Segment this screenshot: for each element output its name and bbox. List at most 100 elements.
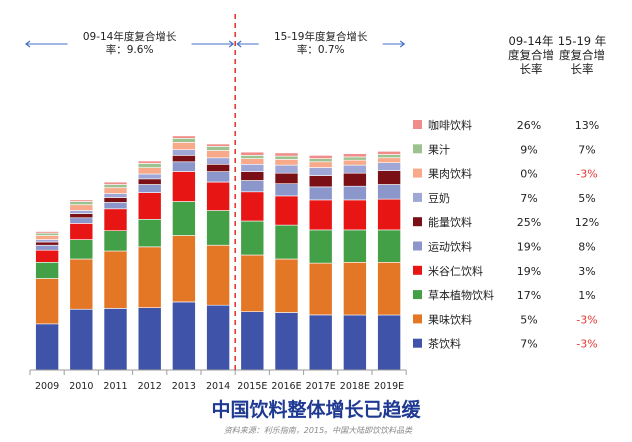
x-axis: 2009 2010 2011 2012 2013 2014 2015E 2016E 2017E 2… xyxy=(29,369,407,392)
bar-segment xyxy=(308,229,333,264)
cagr-0914-value: 25% xyxy=(517,216,541,229)
bar-segment xyxy=(343,153,367,158)
legend-swatch xyxy=(413,120,422,129)
bar-segment xyxy=(206,210,230,246)
bar-segment xyxy=(206,157,230,165)
bar-segment xyxy=(172,138,196,143)
bar-segment xyxy=(240,151,265,156)
bar-segment xyxy=(103,184,128,189)
bar-segment xyxy=(240,171,265,181)
bar-segment xyxy=(137,178,162,185)
bar-segment xyxy=(69,239,94,260)
table-header: 长率 xyxy=(571,62,594,76)
bar-segment xyxy=(343,199,367,231)
legend-label: 果肉饮料 xyxy=(428,167,472,181)
x-tick-label: 2015E xyxy=(237,381,267,392)
cagr-1519-value: 7% xyxy=(578,143,595,156)
bar-segment xyxy=(35,239,59,243)
cagr-0914-value: 19% xyxy=(517,241,541,254)
bar-segment xyxy=(377,184,401,200)
cagr-0914-value: 5% xyxy=(520,313,537,326)
bar-segment xyxy=(206,304,230,371)
cagr-1519-value: 1% xyxy=(578,289,595,302)
cagr-1519-value: -3% xyxy=(576,313,597,326)
legend-label: 米谷仁饮料 xyxy=(428,264,483,278)
cagr-1519-value: 3% xyxy=(578,265,595,278)
legend-swatch xyxy=(413,241,422,251)
bar-segment xyxy=(137,163,162,168)
cagr-0914-value: 7% xyxy=(520,338,537,351)
bar-segment xyxy=(274,164,299,174)
bar-segment xyxy=(308,167,333,176)
bar-segment xyxy=(274,224,299,260)
x-tick-label: 2014 xyxy=(206,381,230,392)
bar-segment xyxy=(274,195,299,226)
x-tick-label: 2010 xyxy=(69,381,93,392)
legend-label: 咖啡饮料 xyxy=(428,118,472,132)
bar-segment xyxy=(206,146,230,151)
bar-segment xyxy=(308,199,333,231)
bar-segment xyxy=(172,155,196,163)
bar-segment xyxy=(35,261,59,279)
bar-segment xyxy=(308,175,333,188)
bar-segment xyxy=(343,172,367,187)
bar-segment xyxy=(240,254,265,313)
legend-label: 能量饮料 xyxy=(428,215,472,229)
annotation-bg xyxy=(67,30,192,58)
cagr-0914-value: 26% xyxy=(517,119,541,132)
bar-segment xyxy=(69,201,94,206)
source-note: 资料来源：利乐指南，2015。中国大陆即饮饮料品类 xyxy=(224,426,413,435)
bar-segment xyxy=(103,230,128,252)
cagr-0914-value: 7% xyxy=(520,192,537,205)
bar-segment xyxy=(206,171,230,183)
x-tick-label: 2018E xyxy=(340,381,370,392)
bar-segment xyxy=(240,158,265,165)
bar-segment xyxy=(377,154,401,159)
bar-segment xyxy=(103,250,128,309)
bar-segment xyxy=(103,197,128,203)
bar-segment xyxy=(343,314,367,371)
bar-segment xyxy=(35,278,59,325)
cagr-0914-value: 19% xyxy=(517,265,541,278)
bar-segment xyxy=(308,262,333,316)
bar-segment xyxy=(137,167,162,175)
bar-segment xyxy=(172,171,196,202)
bar-segment xyxy=(35,231,59,234)
bar-segment xyxy=(137,160,162,164)
cagr-1519-value: 5% xyxy=(578,192,595,205)
bar-segment xyxy=(103,193,128,198)
legend-label: 果味饮料 xyxy=(428,312,472,326)
bar-segment xyxy=(377,151,401,155)
bar-segment xyxy=(240,164,265,172)
bar-segment xyxy=(240,191,265,222)
bar-segment xyxy=(308,161,333,168)
bar-segment xyxy=(69,213,94,219)
bar-segment xyxy=(69,199,94,202)
period-cagr-annotation: 15-19年度复合增长 xyxy=(274,30,368,43)
bar-segment xyxy=(69,210,94,214)
cagr-0914-value: 0% xyxy=(520,168,537,181)
legend-label: 豆奶 xyxy=(428,191,450,205)
bar-segment xyxy=(35,235,59,240)
stacked-bars xyxy=(35,135,401,371)
cagr-1519-value: -3% xyxy=(576,168,597,181)
cagr-1519-value: 13% xyxy=(575,119,599,132)
bar-segment xyxy=(137,184,162,193)
cagr-0914-value: 17% xyxy=(517,289,541,302)
x-tick-label: 2009 xyxy=(35,381,59,392)
bar-segment xyxy=(35,241,59,246)
table-header: 15-19 年 xyxy=(558,34,607,48)
legend-swatch xyxy=(413,144,422,154)
bar-segment xyxy=(69,223,94,240)
bar-segment xyxy=(308,155,333,159)
bar-segment xyxy=(343,156,367,161)
bar-segment xyxy=(172,135,196,139)
cagr-0914-value: 9% xyxy=(520,143,537,156)
bar-segment xyxy=(274,258,299,313)
bar-segment xyxy=(308,314,333,371)
bar-segment xyxy=(274,155,299,160)
table-header: 度复合增 xyxy=(559,48,605,62)
legend-label: 草本植物饮料 xyxy=(428,288,494,302)
x-tick-label: 2013 xyxy=(172,381,196,392)
